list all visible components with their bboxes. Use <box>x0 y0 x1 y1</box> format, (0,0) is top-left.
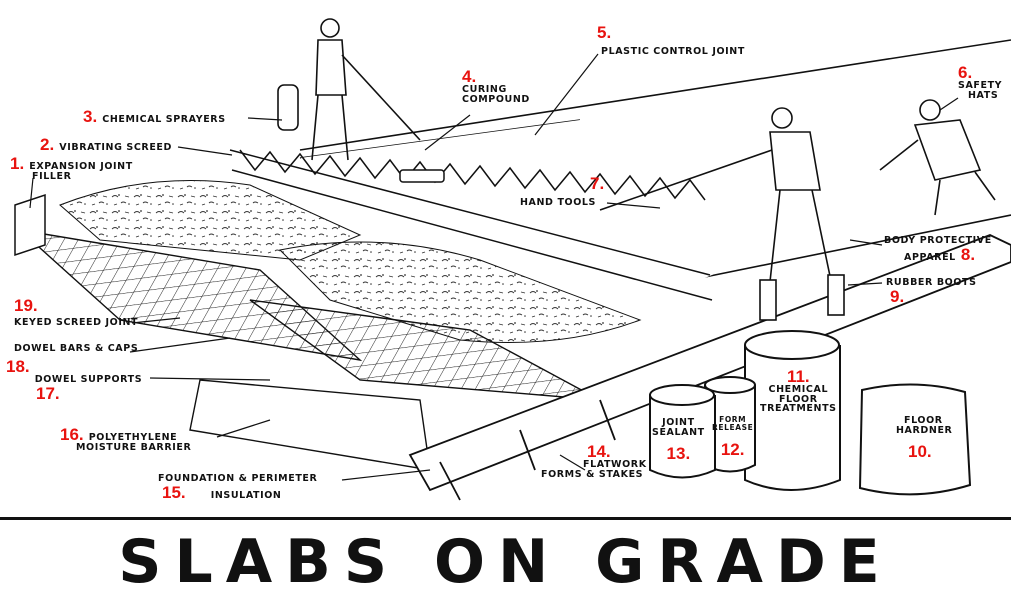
leader-lines <box>29 53 959 481</box>
callout-19-keyed-screed-joint: 19. KEYED SCREED JOINT <box>14 297 138 328</box>
callout-label-line2: RELEASE <box>712 422 754 432</box>
callout-8-body-protective-apparel: BODY PROTECTIVE APPAREL 8. <box>884 236 992 263</box>
callout-label-line2: INSULATION <box>210 489 282 501</box>
callout-label: VIBRATING SCREED <box>59 142 173 153</box>
callout-number: 10. <box>908 442 932 461</box>
fresh-concrete <box>59 180 642 343</box>
callout-number: 2. <box>40 135 55 154</box>
callout-number: 9. <box>890 286 905 306</box>
callout-number: 5. <box>597 23 612 42</box>
callout-label: POLYETHYLENE <box>88 432 178 443</box>
callout-label-line2: HATS <box>968 89 999 101</box>
worker-kneeling <box>879 99 996 216</box>
product-containers <box>649 330 972 496</box>
worker-finisher <box>599 107 845 321</box>
callout-label-line3: TREATMENTS <box>760 403 837 414</box>
callout-4-curing-compound: 4. CURING COMPOUND <box>462 68 530 104</box>
callout-7-hand-tools: 7. HAND TOOLS <box>520 175 604 208</box>
divider-rule <box>0 517 1011 520</box>
callout-label: DOWEL SUPPORTS <box>34 374 143 385</box>
callout-number: 15. <box>162 482 186 502</box>
moisture-barrier <box>189 379 431 471</box>
callout-11-chemical-floor-treatments: 11. CHEMICAL FLOOR TREATMENTS <box>760 368 837 414</box>
callout-number: 13. <box>666 444 691 463</box>
callout-3-chemical-sprayers: 3. CHEMICAL SPRAYERS <box>83 108 226 125</box>
callout-16-polyethylene-moisture-barrier: 16. POLYETHYLENE MOISTURE BARRIER <box>60 426 191 453</box>
expansion-joint-filler <box>14 193 46 257</box>
callout-label: FORM <box>719 415 747 424</box>
callout-label-line2: FLOOR <box>778 393 818 405</box>
callout-15-foundation-insulation: FOUNDATION & PERIMETER 15. INSULATION <box>158 474 317 501</box>
callout-label: PLASTIC CONTROL JOINT <box>601 46 745 57</box>
callout-number: 17. <box>36 384 60 403</box>
callout-label-line2: HARDNER <box>896 424 953 436</box>
callout-label: SAFETY <box>958 80 1003 91</box>
callout-label: CURING <box>462 84 507 95</box>
callout-1-expansion-joint-filler: 1. EXPANSION JOINT FILLER <box>10 155 133 182</box>
vibrating-screed <box>229 149 713 301</box>
callout-number: 11. <box>786 367 810 386</box>
callout-label: RUBBER BOOTS <box>886 277 977 288</box>
callout-label: CHEMICAL SPRAYERS <box>102 114 226 125</box>
callout-10-floor-hardner: FLOOR HARDNER 10. <box>896 416 952 460</box>
callout-number: 16. <box>60 425 84 444</box>
callout-label-line2: SEALANT <box>652 426 705 438</box>
callout-number: 3. <box>83 107 98 126</box>
callout-number: 4. <box>462 67 477 86</box>
callout-2-vibrating-screed: 2. VIBRATING SCREED <box>40 136 172 153</box>
flatwork-forms <box>408 234 1011 501</box>
callout-label: DOWEL BARS & CAPS <box>14 343 139 354</box>
callout-12-form-release: FORM RELEASE 12. <box>712 416 753 458</box>
callout-label-line2: APPAREL <box>904 251 956 263</box>
callout-label: JOINT <box>662 417 695 428</box>
callout-label: KEYED SCREED JOINT <box>14 317 139 328</box>
callout-label: BODY PROTECTIVE <box>884 235 992 246</box>
callout-label-line2: FILLER <box>32 171 72 182</box>
callout-6-safety-hats: 6. SAFETY HATS <box>958 64 1002 100</box>
callout-number: 1. <box>10 154 25 173</box>
callout-9-rubber-boots: RUBBER BOOTS 9. <box>886 278 977 305</box>
callout-number: 7. <box>590 174 605 193</box>
page-title: SLABS ON GRADE <box>118 527 893 597</box>
callout-14-flatwork-forms-stakes: 14. FLATWORK FORMS & STAKES <box>541 443 647 479</box>
callout-label: CHEMICAL <box>768 384 829 395</box>
callout-label-line2: COMPOUND <box>462 93 530 105</box>
callout-label: EXPANSION JOINT <box>29 161 133 172</box>
callout-label: FOUNDATION & PERIMETER <box>158 473 318 484</box>
callout-number: 6. <box>958 63 973 82</box>
callout-5-plastic-control-joint: 5. PLASTIC CONTROL JOINT <box>597 24 745 57</box>
callout-number: 18. <box>6 356 30 376</box>
callout-label: HAND TOOLS <box>520 197 596 208</box>
worker-sprayer <box>277 18 421 161</box>
finished-slab <box>300 60 1011 280</box>
callout-label-line2: MOISTURE BARRIER <box>76 442 192 453</box>
callout-number: 19. <box>14 296 38 315</box>
callout-17-dowel-supports: 18. DOWEL SUPPORTS 17. <box>6 368 142 402</box>
callout-label: FLOOR <box>904 415 943 426</box>
callout-number: 8. <box>960 244 976 264</box>
callout-label-line2: FORMS & STAKES <box>541 468 644 480</box>
callout-number: 12. <box>720 440 745 459</box>
callout-18-dowel-bars-caps: DOWEL BARS & CAPS 18. <box>6 344 138 375</box>
callout-label: FLATWORK <box>583 459 647 470</box>
callout-13-joint-sealant: JOINT SEALANT 13. <box>652 418 705 462</box>
callout-number: 14. <box>587 442 611 461</box>
